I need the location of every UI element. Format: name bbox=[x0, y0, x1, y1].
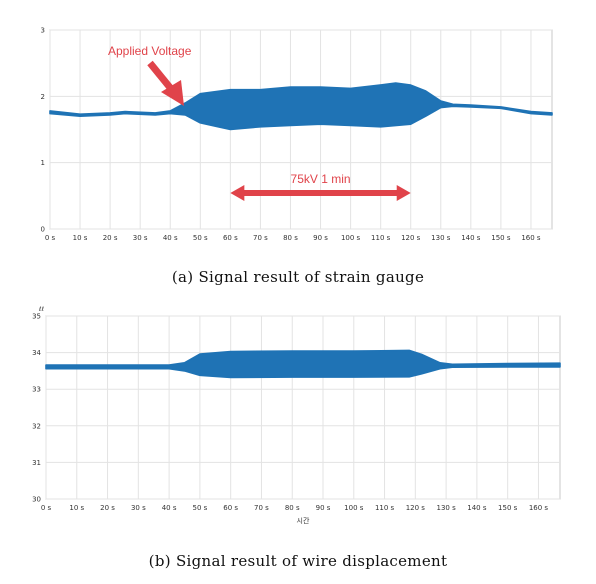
duration-label: 75kV 1 min bbox=[291, 172, 351, 186]
duration-arrowhead-left bbox=[230, 185, 245, 201]
x-tick-label: 20 s bbox=[103, 234, 118, 242]
x-tick-label: 150 s bbox=[491, 234, 511, 242]
x-tick-label: 60 s bbox=[223, 504, 238, 512]
x-tick-label: 60 s bbox=[223, 234, 238, 242]
x-tick-label: 150 s bbox=[498, 504, 518, 512]
y-tick-label: 3 bbox=[41, 27, 45, 35]
x-tick-label: 120 s bbox=[406, 504, 426, 512]
y-tick-label: 30 bbox=[32, 496, 41, 504]
y-tick-label: 32 bbox=[32, 422, 41, 430]
x-tick-label: 100 s bbox=[344, 504, 364, 512]
x-tick-label: 160 s bbox=[521, 234, 541, 242]
x-axis-title: 시간 bbox=[297, 516, 310, 525]
x-tick-label: 120 s bbox=[401, 234, 421, 242]
y-tick-label: 0 bbox=[41, 226, 45, 234]
wire-displacement-caption: (b) Signal result of wire displacement bbox=[148, 552, 448, 570]
signal-band bbox=[49, 82, 553, 131]
x-tick-label: 110 s bbox=[371, 234, 391, 242]
wire-displacement-figure: 0 s 10 s 20 s 30 s 40 s 50 s 60 s 70 s 80 s 90 s 1… bbox=[0, 300, 596, 584]
x-tick-label: 20 s bbox=[100, 504, 115, 512]
x-tick-label: 160 s bbox=[529, 504, 549, 512]
plot-area bbox=[45, 315, 561, 500]
y-tick-label: 31 bbox=[32, 459, 41, 467]
applied-voltage-arrowhead bbox=[161, 80, 184, 106]
y-tick-label: 33 bbox=[32, 386, 41, 394]
x-tick-label: 50 s bbox=[193, 504, 208, 512]
x-tick-label: 80 s bbox=[285, 504, 300, 512]
applied-voltage-label: Applied Voltage bbox=[108, 44, 192, 58]
x-tick-label: 70 s bbox=[254, 504, 269, 512]
x-tick-label: 100 s bbox=[341, 234, 361, 242]
plot-area bbox=[49, 29, 553, 230]
x-tick-label: 130 s bbox=[437, 504, 457, 512]
x-tick-label: 0 s bbox=[45, 234, 56, 242]
x-tick-label: 40 s bbox=[163, 234, 178, 242]
y-tick-label: 2 bbox=[41, 93, 45, 101]
x-tick-label: 130 s bbox=[431, 234, 451, 242]
x-tick-label: 140 s bbox=[461, 234, 481, 242]
wire-displacement-chart: 0 s 10 s 20 s 30 s 40 s 50 s 60 s 70 s 80 s 90 s 1… bbox=[32, 306, 561, 525]
y-tick-label: 34 bbox=[32, 349, 41, 357]
duration-arrowhead-right bbox=[396, 185, 411, 201]
x-tick-label: 10 s bbox=[69, 504, 84, 512]
x-tick-label: 40 s bbox=[162, 504, 177, 512]
strain-gauge-caption: (a) Signal result of strain gauge bbox=[171, 268, 425, 286]
x-tick-label: 50 s bbox=[193, 234, 208, 242]
applied-voltage-arrow bbox=[147, 60, 175, 93]
x-tick-label: 30 s bbox=[133, 234, 148, 242]
x-tick-label: 90 s bbox=[313, 234, 328, 242]
strain-gauge-chart: 0 s 10 s 20 s 30 s 40 s 50 s 60 s 70 s 80 s 90 s 1… bbox=[41, 27, 553, 242]
x-tick-label: 110 s bbox=[375, 504, 395, 512]
y-tick-label: 35 bbox=[32, 313, 41, 321]
x-tick-label: 0 s bbox=[41, 504, 52, 512]
y-tick-label: 1 bbox=[41, 159, 45, 167]
signal-band bbox=[45, 349, 561, 379]
y-unit-label: ℓℓ bbox=[38, 306, 44, 313]
x-tick-label: 30 s bbox=[131, 504, 146, 512]
x-tick-label: 140 s bbox=[467, 504, 487, 512]
x-tick-label: 70 s bbox=[253, 234, 268, 242]
x-tick-label: 90 s bbox=[316, 504, 331, 512]
x-tick-label: 10 s bbox=[73, 234, 88, 242]
strain-gauge-figure: 0 s 10 s 20 s 30 s 40 s 50 s 60 s 70 s 80 s 90 s 1… bbox=[41, 27, 553, 286]
x-tick-label: 80 s bbox=[283, 234, 298, 242]
